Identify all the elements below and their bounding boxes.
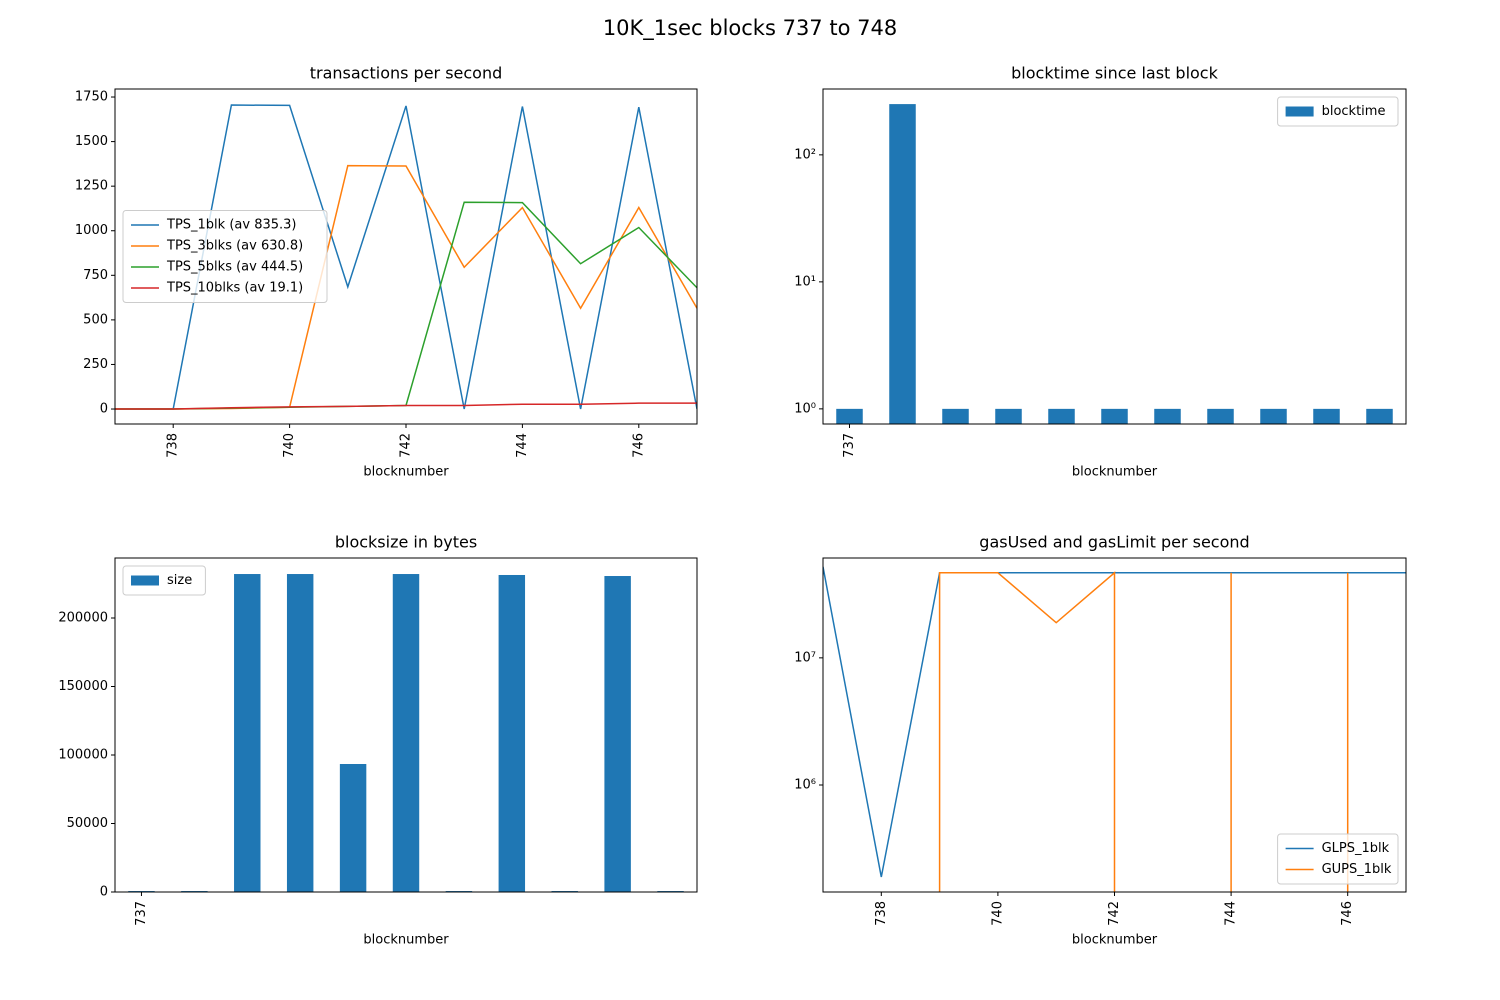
x-axis-label: blocknumber (363, 465, 449, 480)
axes-title: gasUsed and gasLimit per second (979, 533, 1249, 552)
y-tick-label: 10¹ (794, 274, 816, 289)
bar (392, 574, 420, 892)
x-tick-label: 737 (842, 433, 857, 458)
legend-label: GLPS_1blk (1322, 841, 1390, 856)
legend-label: GUPS_1blk (1322, 862, 1392, 877)
axes-frame (114, 88, 698, 425)
x-axis-label: blocknumber (1072, 933, 1158, 948)
bar (995, 408, 1022, 424)
legend-label: TPS_3blks (av 630.8) (166, 239, 303, 254)
x-tick-label: 738 (166, 433, 181, 458)
series-line (115, 104, 697, 410)
bar (1366, 408, 1393, 424)
x-tick-label: 740 (990, 901, 1005, 926)
legend-swatch (1285, 106, 1314, 117)
bar (1207, 408, 1234, 424)
y-tick-label: 0 (100, 402, 108, 417)
y-tick-label: 1500 (75, 134, 108, 149)
x-axis-label: blocknumber (1072, 465, 1158, 480)
x-tick-label: 737 (134, 901, 149, 926)
bar (604, 576, 631, 892)
bar (1101, 408, 1128, 424)
legend-box (122, 565, 206, 596)
axes-frame (822, 88, 1407, 425)
y-tick-label: 200000 (58, 611, 108, 626)
bar (836, 408, 863, 424)
subplot: blocktime since last block blocknumber 10⁰… (794, 64, 1407, 480)
y-tick-label: 0 (100, 885, 108, 900)
subplot: gasUsed and gasLimit per second blocknumb… (794, 533, 1407, 948)
bar (498, 574, 526, 892)
y-tick-label: 10² (794, 147, 816, 162)
legend: TPS_1blk (av 835.3) TPS_3blks (av 630.8) T… (122, 210, 328, 303)
legend-label: blocktime (1322, 104, 1386, 119)
x-tick-label: 738 (874, 901, 889, 926)
bar (1154, 408, 1181, 424)
y-tick-label: 150000 (58, 679, 108, 694)
y-tick-label: 250 (83, 357, 108, 372)
y-tick-label: 1000 (75, 223, 108, 238)
subplot: blocksize in bytes blocknumber 0 50000 10000… (58, 533, 698, 948)
legend-label: TPS_5blks (av 444.5) (166, 260, 303, 275)
plot-area (823, 566, 1406, 892)
legend-swatch (131, 575, 159, 586)
x-tick-label: 742 (399, 433, 414, 458)
plot-area (115, 104, 697, 410)
legend: size (122, 565, 206, 596)
legend-label: size (167, 573, 192, 588)
legend-box (1277, 96, 1399, 127)
y-tick-label: 750 (83, 268, 108, 283)
y-tick-label: 10⁰ (794, 401, 816, 416)
x-tick-label: 740 (282, 433, 297, 458)
bar (286, 574, 314, 892)
legend: GLPS_1blk GUPS_1blk (1277, 833, 1399, 885)
axes-frame (822, 557, 1407, 893)
axes-title: transactions per second (310, 64, 503, 83)
x-tick-label: 744 (1224, 901, 1239, 926)
plot-area (128, 574, 684, 892)
legend-label: TPS_10blks (av 19.1) (166, 281, 303, 296)
legend-label: TPS_1blk (av 835.3) (166, 218, 296, 233)
y-tick-label: 50000 (67, 816, 108, 831)
bar (942, 408, 969, 424)
axes-title: blocktime since last block (1011, 64, 1218, 83)
y-tick-label: 500 (83, 312, 108, 327)
bar (1048, 408, 1075, 424)
axes-title: blocksize in bytes (335, 533, 477, 552)
series-line (115, 402, 697, 410)
x-tick-label: 742 (1107, 901, 1122, 926)
legend-box (122, 210, 328, 303)
axes-frame (114, 557, 698, 893)
bar (1260, 408, 1287, 424)
y-tick-label: 1750 (75, 90, 108, 105)
y-tick-label: 10⁶ (794, 777, 816, 792)
plot-area (836, 104, 1393, 424)
y-tick-label: 10⁷ (794, 650, 816, 665)
bar (234, 574, 261, 892)
bar (339, 764, 367, 892)
legend: blocktime (1277, 96, 1399, 127)
x-tick-label: 744 (515, 433, 530, 458)
y-tick-label: 1250 (75, 179, 108, 194)
legend-box (1277, 833, 1399, 885)
x-axis-label: blocknumber (363, 933, 449, 948)
figure-title: 10K_1sec blocks 737 to 748 (603, 16, 897, 41)
x-tick-label: 746 (1340, 901, 1355, 926)
y-tick-label: 100000 (58, 748, 108, 763)
bar (1313, 408, 1340, 424)
bar (889, 104, 916, 424)
x-tick-label: 746 (631, 433, 646, 458)
subplot: transactions per second blocknumber 0 250 50… (75, 64, 698, 480)
